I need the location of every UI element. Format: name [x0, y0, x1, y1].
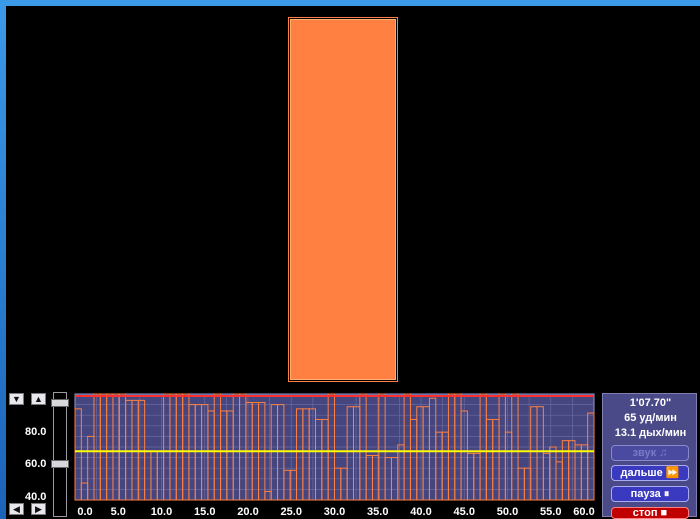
scale-up-button[interactable]: ▲ — [31, 393, 46, 405]
chart-x-tick-label: 10.0 — [151, 506, 172, 518]
stop-button[interactable]: стоп ■ — [611, 507, 689, 519]
chart-bar — [277, 404, 285, 501]
chart-x-tick-label: 25.0 — [281, 506, 302, 518]
chart-x-tick-label: 5.0 — [111, 506, 126, 518]
sound-button[interactable]: звук ♫ — [611, 445, 689, 461]
chart-x-tick-label: 0.0 — [77, 506, 92, 518]
scroll-left-button[interactable]: ◀ — [9, 503, 24, 515]
chart-bar — [74, 408, 82, 501]
heart-rate: 65 уд/мин — [624, 412, 677, 424]
slider-thumb-middle[interactable] — [51, 460, 69, 469]
breath-rate: 13.1 дых/мин — [614, 427, 687, 439]
scale-slider-track[interactable] — [53, 392, 67, 517]
chart-x-tick-label: 20.0 — [237, 506, 258, 518]
y-label-80: 80.0 — [25, 426, 47, 438]
status-panel: 1'07.70" 65 уд/мин 13.1 дых/мин звук ♫ д… — [602, 393, 697, 519]
y-label-40: 40.0 — [25, 491, 47, 503]
scroll-right-button[interactable]: ▶ — [31, 503, 46, 515]
scale-down-button[interactable]: ▼ — [9, 393, 24, 405]
chart-bar — [378, 393, 386, 501]
chart-bar — [327, 393, 335, 501]
chart-bar — [511, 393, 519, 501]
slider-thumb-top[interactable] — [51, 399, 69, 408]
chart-bar — [359, 393, 367, 501]
elapsed-time: 1'07.70" — [629, 397, 672, 409]
chart-x-tick-label: 35.0 — [367, 506, 388, 518]
breathing-indicator-bar — [288, 17, 398, 382]
chart-x-tick-label: 55.0 — [540, 506, 561, 518]
chart-bar — [137, 399, 146, 501]
chart-x-tick-label: 45.0 — [454, 506, 475, 518]
pause-button[interactable]: пауза ⏸ — [611, 486, 689, 502]
chart-x-tick-label: 30.0 — [324, 506, 345, 518]
chart-x-tick-label: 50.0 — [497, 506, 518, 518]
chart-x-tick-label: 60.0 — [573, 506, 594, 518]
chart-bar — [587, 412, 595, 501]
next-button[interactable]: дальше ⏩ — [611, 465, 689, 481]
chart-x-tick-label: 15.0 — [194, 506, 215, 518]
y-label-60: 60.0 — [25, 458, 47, 470]
chart-x-tick-label: 40.0 — [410, 506, 431, 518]
rhythm-chart: 0.0 5.0 10.0 15.0 20.0 25.0 30.0 35.0 40.0 45.0 50… — [74, 393, 595, 518]
